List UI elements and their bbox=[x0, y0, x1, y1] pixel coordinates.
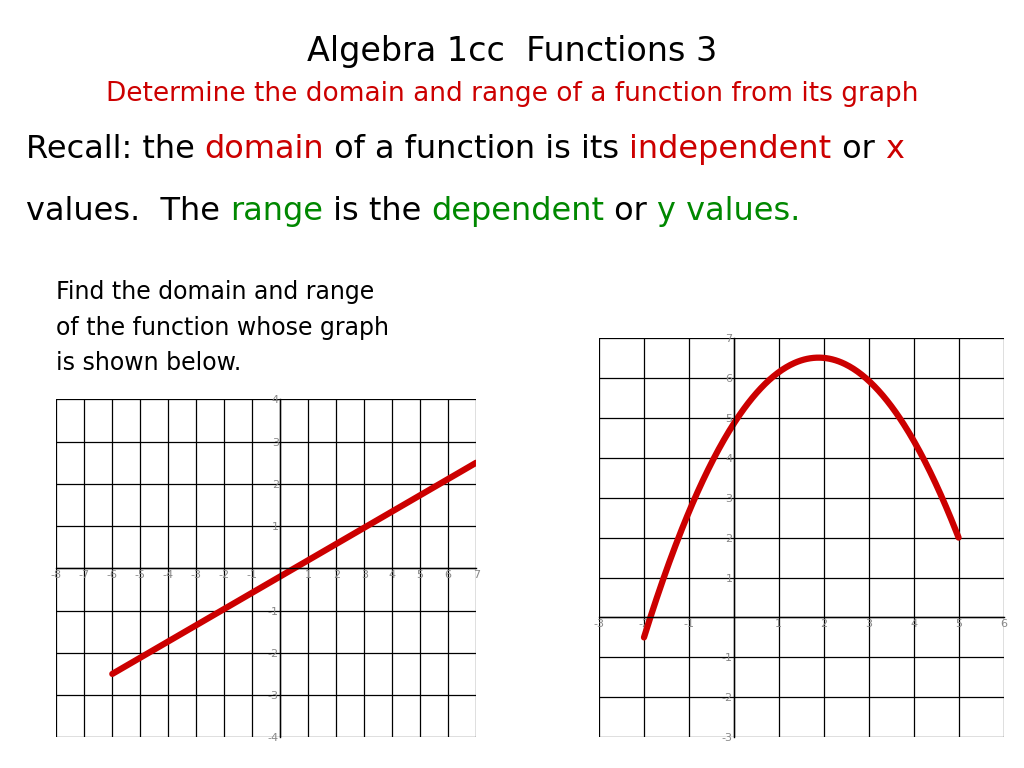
Text: is the: is the bbox=[323, 196, 431, 227]
Text: or: or bbox=[604, 196, 657, 227]
Text: x: x bbox=[885, 134, 903, 165]
Text: domain: domain bbox=[205, 134, 325, 165]
Text: y values.: y values. bbox=[657, 196, 801, 227]
Text: values.  The: values. The bbox=[26, 196, 229, 227]
Text: dependent: dependent bbox=[431, 196, 604, 227]
Text: independent: independent bbox=[630, 134, 831, 165]
Text: or: or bbox=[831, 134, 885, 165]
Text: range: range bbox=[229, 196, 323, 227]
Text: Find the domain and range
of the function whose graph
is shown below.: Find the domain and range of the functio… bbox=[56, 280, 389, 375]
Text: of a function is its: of a function is its bbox=[325, 134, 630, 165]
Text: Algebra 1cc  Functions 3: Algebra 1cc Functions 3 bbox=[307, 35, 717, 68]
Text: Recall: the: Recall: the bbox=[26, 134, 205, 165]
Text: Determine the domain and range of a function from its graph: Determine the domain and range of a func… bbox=[105, 81, 919, 107]
